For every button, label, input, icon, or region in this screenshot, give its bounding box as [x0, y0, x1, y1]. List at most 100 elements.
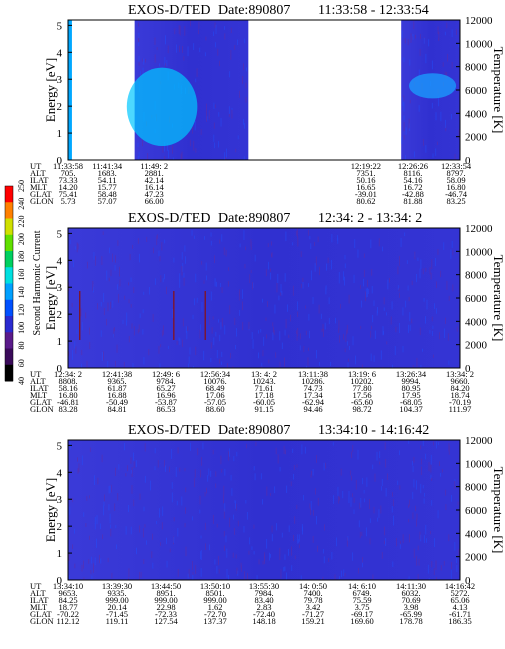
- y2-tick-label: 6000: [465, 85, 488, 97]
- cell-glon: 127.54: [154, 616, 178, 626]
- cell-glat: 75.41: [58, 189, 77, 199]
- y-axis-label: Energy [eV]: [43, 266, 58, 330]
- cell-ut: 11:49: 2: [140, 161, 168, 171]
- cell-glon: 88.60: [205, 404, 224, 414]
- cell-glon: 159.21: [301, 616, 324, 626]
- colorbar-tick: 240: [17, 198, 26, 210]
- y-tick-label: 0: [57, 363, 63, 375]
- cell-alt: 7351.: [356, 168, 375, 178]
- y2-tick-label: 2000: [465, 340, 488, 352]
- y-tick-label: 3: [57, 74, 63, 86]
- cell-glat: -72.33: [155, 609, 177, 619]
- cell-alt: 10286.: [301, 376, 324, 386]
- cell-alt: 6032.: [401, 588, 420, 598]
- row-label-mlt: MLT: [30, 602, 48, 612]
- cell-ilat: 80.95: [401, 383, 420, 393]
- panel-date: Date:890807: [218, 3, 290, 18]
- cell-glon: 169.60: [350, 616, 373, 626]
- cell-ilat: 74.73: [303, 383, 322, 393]
- cell-glat: -42.88: [402, 189, 424, 199]
- cell-ilat: 75.59: [352, 595, 371, 605]
- cell-glon: 119.11: [106, 616, 129, 626]
- y2-tick-label: 8000: [465, 62, 488, 74]
- y2-tick-label: 4000: [465, 528, 488, 540]
- cell-ilat: 54.11: [98, 175, 117, 185]
- cell-mlt: 3.98: [404, 602, 419, 612]
- cell-mlt: 16.14: [145, 182, 165, 192]
- colorbar-segment: [5, 267, 13, 284]
- row-label-ut: UT: [30, 581, 42, 591]
- colorbar-tick: 120: [17, 304, 26, 316]
- cell-glon: 57.07: [98, 196, 117, 206]
- cell-glat: -65.99: [400, 609, 422, 619]
- data-coverage-1: [68, 20, 72, 160]
- cell-ilat: 42.14: [145, 175, 165, 185]
- cell-alt: 9784.: [156, 376, 175, 386]
- y-tick-label: 4: [57, 255, 63, 267]
- cell-alt: 9660.: [450, 376, 469, 386]
- colorbar-segment: [5, 316, 13, 333]
- row-label-ilat: ILAT: [30, 175, 49, 185]
- cell-mlt: 16.65: [356, 182, 375, 192]
- cell-ilat: 58.16: [58, 383, 77, 393]
- row-label-mlt: MLT: [30, 390, 48, 400]
- y2-tick-label: 10000: [465, 458, 493, 470]
- cell-ut: 13:19: 6: [348, 369, 376, 379]
- cell-alt: 8808.: [58, 376, 77, 386]
- cell-glat: -71.27: [302, 609, 324, 619]
- y-tick-label: 0: [57, 575, 63, 587]
- cell-ilat: 999.00: [203, 595, 226, 605]
- cell-mlt: 3.75: [355, 602, 370, 612]
- cell-ut: 13: 4: 2: [251, 369, 277, 379]
- y-tick-label: 0: [57, 155, 63, 167]
- cell-alt: 8501.: [205, 588, 224, 598]
- cell-mlt: 22.98: [156, 602, 175, 612]
- cell-alt: 9365.: [107, 376, 126, 386]
- cell-glon: 66.00: [145, 196, 164, 206]
- colorbar-frame: [4, 185, 14, 382]
- panel-date: Date:890807: [218, 211, 290, 226]
- y-axis-label: Energy [eV]: [43, 58, 58, 122]
- flux-enhancement: [126, 67, 198, 146]
- y-tick-label: 2: [57, 521, 63, 533]
- panel-title: EXOS-D/TED: [128, 423, 210, 438]
- row-label-alt: ALT: [30, 168, 47, 178]
- y2-tick-label: 0: [465, 363, 471, 375]
- cell-ut: 11:41:34: [92, 161, 123, 171]
- cell-ut: 14: 6:10: [348, 581, 376, 591]
- cell-alt: 705.: [61, 168, 76, 178]
- cell-glon: 112.12: [56, 616, 79, 626]
- cell-glat: -62.94: [302, 397, 325, 407]
- colorbar-tick: 200: [17, 233, 26, 245]
- cell-mlt: 16.80: [447, 182, 466, 192]
- colorbar-segment: [5, 283, 13, 301]
- cell-glat: -53.87: [155, 397, 177, 407]
- panel-title: EXOS-D/TED: [128, 3, 210, 18]
- colorbar-tick: 80: [17, 342, 26, 350]
- row-label-glat: GLAT: [30, 397, 53, 407]
- panel-2: EXOS-D/TED Date:890807 12:34: 2 - 13:34: 2…: [30, 211, 505, 414]
- colorbar-segment: [5, 251, 13, 268]
- cell-ut: 12:34: 2: [54, 369, 82, 379]
- colorbar-tick: 250: [17, 180, 26, 192]
- panel-1: EXOS-D/TED Date:890807 11:33:58 - 12:33:54…: [30, 3, 505, 206]
- colorbar-label: Second Harmonic Current: [32, 230, 43, 335]
- cell-glon: 137.37: [203, 616, 226, 626]
- panel-time-range: 13:34:10 - 14:16:42: [318, 423, 429, 438]
- cell-alt: 8797.: [447, 168, 466, 178]
- cell-ut: 13:11:38: [298, 369, 328, 379]
- cell-ut: 13:55:30: [249, 581, 279, 591]
- cell-glat: -50.49: [106, 397, 128, 407]
- cell-ut: 12:49: 6: [152, 369, 180, 379]
- cell-glat: -68.05: [400, 397, 422, 407]
- y2-tick-label: 0: [465, 575, 471, 587]
- cell-alt: 6749.: [352, 588, 371, 598]
- cell-glon: 91.15: [254, 404, 273, 414]
- cell-glat: -39.01: [355, 189, 377, 199]
- cell-ilat: 999.00: [105, 595, 128, 605]
- panel-date: Date:890807: [218, 423, 290, 438]
- cell-glon: 94.46: [303, 404, 322, 414]
- y2-tick-label: 10000: [465, 246, 493, 258]
- cell-ut: 12:19:22: [351, 161, 381, 171]
